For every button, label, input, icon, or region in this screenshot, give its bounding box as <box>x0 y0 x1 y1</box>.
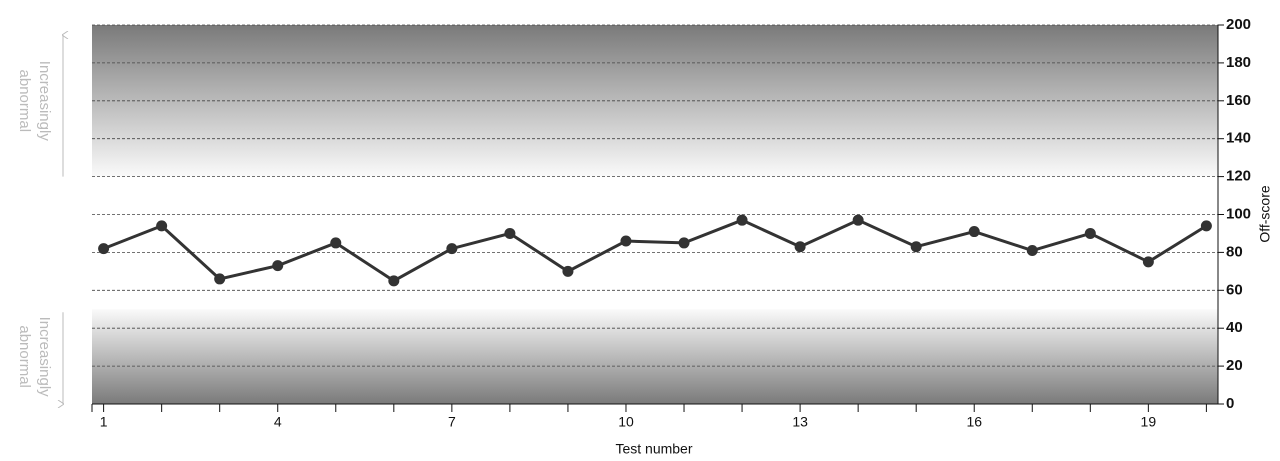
y-tick-label: 100 <box>1226 205 1251 222</box>
data-point <box>620 235 632 247</box>
x-tick-label: 16 <box>966 414 982 430</box>
data-point <box>272 260 284 272</box>
y-tick-label: 20 <box>1226 357 1243 374</box>
annotation: abnormal <box>16 325 33 388</box>
annotation: abnormal <box>16 70 33 133</box>
data-point <box>1200 220 1212 232</box>
data-line <box>103 218 1208 283</box>
data-point <box>794 241 806 253</box>
y-tick-label: 80 <box>1226 243 1243 260</box>
data-point <box>504 227 516 239</box>
abnormal-band <box>92 309 1218 404</box>
data-point <box>562 265 574 277</box>
data-point <box>1084 227 1096 239</box>
x-tick-label: 10 <box>618 414 634 430</box>
x-axis-label: Test number <box>615 441 692 457</box>
x-tick-label: 4 <box>274 414 282 430</box>
data-point <box>968 226 980 238</box>
data-point <box>1142 256 1154 268</box>
x-tick-label: 1 <box>100 414 108 430</box>
y-tick-label: 40 <box>1226 319 1243 336</box>
data-point <box>852 214 864 226</box>
data-point <box>910 241 922 253</box>
data-point <box>214 273 226 285</box>
y-tick-label: 120 <box>1226 168 1251 185</box>
data-point <box>330 237 342 249</box>
y-axis-label: Off-score <box>1257 185 1273 243</box>
data-point <box>736 214 748 226</box>
y-tick-label: 0 <box>1226 395 1234 412</box>
x-tick-label: 19 <box>1141 414 1157 430</box>
data-point <box>678 237 690 249</box>
x-tick-label: 7 <box>448 414 456 430</box>
y-tick-label: 180 <box>1226 54 1251 71</box>
y-tick-label: 160 <box>1226 92 1251 109</box>
data-point <box>446 243 458 255</box>
data-point <box>388 275 400 287</box>
y-tick-label: 60 <box>1226 281 1243 298</box>
data-point <box>98 243 110 255</box>
x-tick-label: 13 <box>792 414 808 430</box>
data-point <box>156 220 168 232</box>
annotation: Increasingly <box>36 317 53 398</box>
data-point <box>1026 245 1038 257</box>
annotation: Increasingly <box>36 61 53 142</box>
y-tick-label: 140 <box>1226 130 1251 147</box>
y-tick-label: 200 <box>1226 16 1251 33</box>
